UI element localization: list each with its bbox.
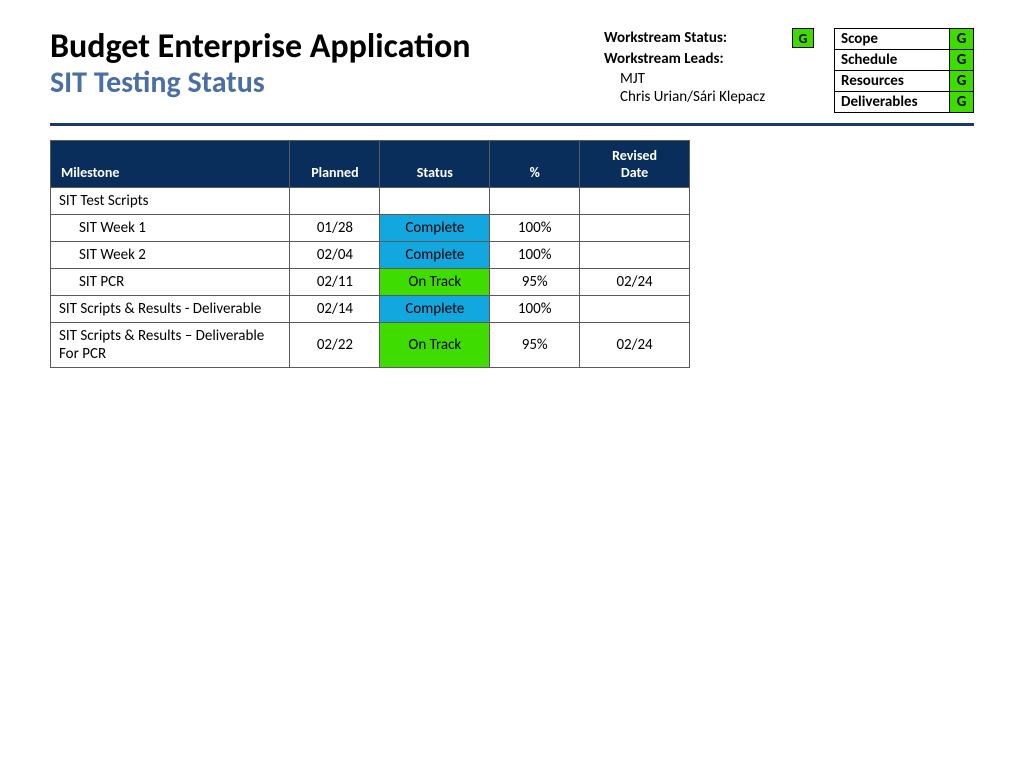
rag-label: Deliverables	[835, 92, 950, 113]
workstream-status-badge: G	[792, 28, 814, 48]
workstream-status-label: Workstream Status:	[604, 29, 792, 47]
percent-cell: 100%	[490, 215, 580, 242]
milestone-header-cell: RevisedDate	[580, 141, 690, 188]
header-divider	[50, 123, 974, 126]
percent-cell: 95%	[490, 269, 580, 296]
revised-date-cell: 02/24	[580, 323, 690, 368]
revised-date-cell: 02/24	[580, 269, 690, 296]
rag-body: ScopeGScheduleGResourcesGDeliverablesG	[835, 29, 974, 113]
milestone-cell: SIT Scripts & Results - Deliverable	[51, 296, 290, 323]
rag-value: G	[950, 29, 974, 50]
milestone-cell: SIT Scripts & Results – Deliverable For …	[51, 323, 290, 368]
planned-cell: 02/14	[290, 296, 380, 323]
status-cell: On Track	[380, 323, 490, 368]
milestone-table: MilestonePlannedStatus%RevisedDate SIT T…	[50, 140, 690, 368]
rag-label: Scope	[835, 29, 950, 50]
planned-cell: 02/11	[290, 269, 380, 296]
planned-cell: 01/28	[290, 215, 380, 242]
percent-cell	[490, 188, 580, 215]
percent-cell: 100%	[490, 296, 580, 323]
revised-date-cell	[580, 215, 690, 242]
rag-row: ScopeG	[835, 29, 974, 50]
milestone-header-row: MilestonePlannedStatus%RevisedDate	[51, 141, 690, 188]
rag-value: G	[950, 50, 974, 71]
table-row: SIT PCR02/11On Track95%02/24	[51, 269, 690, 296]
milestone-header-cell: Milestone	[51, 141, 290, 188]
rag-row: ScheduleG	[835, 50, 974, 71]
table-row: SIT Scripts & Results - Deliverable02/14…	[51, 296, 690, 323]
milestone-cell: SIT Week 1	[51, 215, 290, 242]
page-subtitle: SIT Testing Status	[50, 65, 584, 101]
table-row: SIT Test Scripts	[51, 188, 690, 215]
milestone-cell: SIT Test Scripts	[51, 188, 290, 215]
milestone-header-cell: Planned	[290, 141, 380, 188]
table-row: SIT Week 101/28Complete100%	[51, 215, 690, 242]
title-block: Budget Enterprise Application SIT Testin…	[50, 28, 584, 101]
table-row: SIT Week 202/04Complete100%	[51, 242, 690, 269]
rag-row: DeliverablesG	[835, 92, 974, 113]
milestone-body: SIT Test ScriptsSIT Week 101/28Complete1…	[51, 188, 690, 368]
status-cell	[380, 188, 490, 215]
status-cell: On Track	[380, 269, 490, 296]
workstream-block: Workstream Status: G Workstream Leads: M…	[604, 28, 814, 106]
workstream-leads-label: Workstream Leads:	[604, 50, 814, 68]
planned-cell	[290, 188, 380, 215]
milestone-cell: SIT PCR	[51, 269, 290, 296]
percent-cell: 95%	[490, 323, 580, 368]
rag-label: Schedule	[835, 50, 950, 71]
workstream-lead-1: MJT	[604, 70, 814, 88]
header-row: Budget Enterprise Application SIT Testin…	[50, 28, 974, 113]
planned-cell: 02/22	[290, 323, 380, 368]
milestone-header-cell: %	[490, 141, 580, 188]
table-row: SIT Scripts & Results – Deliverable For …	[51, 323, 690, 368]
revised-date-cell	[580, 242, 690, 269]
status-cell: Complete	[380, 296, 490, 323]
planned-cell: 02/04	[290, 242, 380, 269]
rag-row: ResourcesG	[835, 71, 974, 92]
rag-label: Resources	[835, 71, 950, 92]
milestone-header-cell: Status	[380, 141, 490, 188]
percent-cell: 100%	[490, 242, 580, 269]
revised-date-cell	[580, 188, 690, 215]
rag-value: G	[950, 92, 974, 113]
workstream-lead-2: Chris Urian/Sári Klepacz	[604, 88, 814, 106]
status-cell: Complete	[380, 215, 490, 242]
revised-date-cell	[580, 296, 690, 323]
rag-value: G	[950, 71, 974, 92]
status-cell: Complete	[380, 242, 490, 269]
rag-table: ScopeGScheduleGResourcesGDeliverablesG	[834, 28, 974, 113]
milestone-cell: SIT Week 2	[51, 242, 290, 269]
page-title: Budget Enterprise Application	[50, 28, 584, 65]
